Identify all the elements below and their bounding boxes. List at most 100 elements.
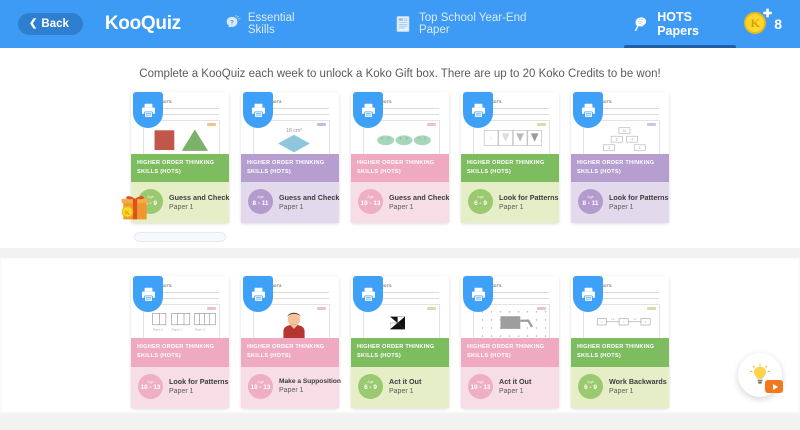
paper-card[interactable]: HOTS: [351, 92, 450, 224]
boy-illustration: [283, 313, 305, 339]
form-line: [163, 298, 219, 300]
age-badge-prefix: Age: [367, 195, 374, 200]
print-badge[interactable]: [463, 92, 493, 128]
card-banner: HIGHER ORDER THINKING SKILLS (HOTS): [461, 154, 559, 183]
card-titles: Guess and Check Paper 1: [169, 192, 230, 211]
svg-text:9: 9: [645, 321, 647, 325]
card-titles: Act it Out Paper 1: [389, 377, 421, 395]
dots-art: [481, 311, 547, 338]
paper-thumbnail: HOTS: [131, 276, 229, 339]
card-title: Guess and Check: [389, 192, 450, 202]
tab-label: HOTS Papers: [657, 10, 699, 38]
form-line: [273, 108, 329, 109]
print-badge[interactable]: [353, 92, 383, 128]
card-meta: Age 6 - 9 Work Backwards Paper 1: [571, 366, 669, 408]
age-badge: Age 10 - 13: [358, 189, 383, 215]
svg-text:+6: +6: [611, 317, 615, 321]
print-badge[interactable]: [573, 276, 603, 313]
koko-coin-icon: K ✚: [744, 9, 772, 36]
print-badge[interactable]: [353, 276, 383, 313]
age-badge-prefix: Age: [587, 195, 594, 200]
corner-tag: [537, 123, 546, 126]
svg-text:Figure 3: Figure 3: [195, 328, 206, 332]
card-title: Act it Out: [499, 377, 532, 387]
paper-card[interactable]: HOTS: [571, 276, 669, 408]
credits-count: 8: [774, 16, 782, 32]
pyramid-art: 10 6 4 3 1: [603, 127, 646, 152]
question-area: [143, 120, 220, 154]
papers-panel-row-1: Complete a KooQuiz each week to unlock a…: [0, 48, 800, 249]
lightbulb-icon: [750, 363, 770, 384]
paper-card[interactable]: HOTS 18 cm²: [241, 92, 339, 224]
koko-credits-badge[interactable]: K ✚ 8: [744, 9, 782, 36]
age-badge-prefix: Age: [477, 379, 484, 384]
play-icon[interactable]: [765, 380, 783, 393]
paper-card[interactable]: HOTS: [461, 92, 559, 224]
age-badge: Age 6 - 9: [578, 373, 603, 399]
paper-card[interactable]: HOTS: [351, 276, 449, 408]
card-titles: Look for Patterns Paper 1: [609, 193, 669, 211]
paper-card[interactable]: HOTS: [121, 92, 230, 224]
card-titles: Guess and Check Paper 1: [279, 193, 339, 211]
svg-text:4: 4: [400, 137, 402, 141]
print-badge[interactable]: [243, 276, 273, 313]
card-banner: HIGHER ORDER THINKING SKILLS (HOTS): [351, 338, 449, 367]
paper-card[interactable]: HOTS: [461, 276, 559, 408]
gift-box-icon[interactable]: K: [118, 191, 152, 221]
card-subtitle: Paper 1: [609, 388, 634, 396]
print-badge[interactable]: [243, 92, 273, 128]
card-banner: HIGHER ORDER THINKING SKILLS (HOTS): [131, 154, 229, 183]
print-badge[interactable]: [133, 92, 163, 128]
print-badge[interactable]: [463, 276, 493, 313]
card-title: Look for Patterns: [499, 192, 559, 202]
age-badge-prefix: Age: [587, 379, 594, 384]
back-button[interactable]: ❮ Back: [18, 13, 83, 35]
app-header: ❮ Back KooQuiz ? Essential Skills: [0, 0, 800, 48]
svg-text:K: K: [125, 210, 131, 217]
sheet-label: HOTS: [601, 100, 612, 104]
help-video-fab[interactable]: [738, 353, 783, 397]
svg-text:Figure 1: Figure 1: [153, 328, 164, 332]
card-subtitle: Paper 1: [279, 387, 304, 395]
card-subtitle: Paper 1: [609, 203, 634, 211]
form-line: [603, 108, 659, 109]
svg-text:×2: ×2: [633, 317, 637, 321]
svg-text:4: 4: [631, 138, 633, 142]
brain-icon: [634, 17, 647, 31]
sheet-label: HOTS: [491, 100, 502, 104]
form-line: [493, 108, 549, 109]
printer-icon: [141, 287, 155, 302]
card-meta: Age 10 - 13 Look for Patterns Paper 1: [131, 366, 229, 408]
age-badge-value: 10 - 13: [470, 384, 491, 392]
form-line: [383, 298, 439, 300]
paper-sheet: HOTS: [465, 95, 555, 154]
tab-top-school-year-end-paper[interactable]: Top School Year-End Paper: [378, 0, 562, 48]
svg-text:Figure 2: Figure 2: [172, 328, 183, 332]
age-badge-value: 10 - 13: [140, 384, 161, 392]
print-badge[interactable]: [133, 276, 163, 313]
tab-hots-papers[interactable]: HOTS Papers: [616, 0, 744, 48]
print-badge[interactable]: [573, 92, 603, 128]
card-subtitle: Paper 1: [499, 203, 524, 211]
age-badge-prefix: Age: [477, 195, 484, 200]
card-meta: Age 10 - 13 Act it Out Paper 1: [461, 366, 559, 408]
card-banner: HIGHER ORDER THINKING SKILLS (HOTS): [461, 338, 559, 367]
form-line: [163, 292, 219, 294]
document-list-icon: [396, 16, 410, 32]
corner-tag: [427, 123, 436, 126]
question-area: [473, 304, 550, 339]
sheet-label: HOTS: [491, 284, 502, 289]
card-title: Guess and Check: [169, 192, 230, 202]
paper-card[interactable]: HOTS: [241, 276, 341, 408]
tab-label: Essential Skills: [247, 12, 295, 36]
progress-bar[interactable]: [134, 232, 226, 243]
paper-card[interactable]: HOTS: [131, 276, 229, 408]
paper-thumbnail: HOTS: [461, 92, 559, 154]
age-badge-value: 8 - 11: [582, 199, 599, 207]
pinwheel-art: [390, 316, 406, 330]
plus-icon: ✚: [762, 8, 773, 20]
paper-sheet: HOTS: [355, 95, 445, 154]
paper-card[interactable]: HOTS: [571, 92, 669, 224]
card-titles: Make a Supposition Paper 1: [279, 378, 341, 395]
tab-essential-skills[interactable]: ? Essential Skills: [207, 0, 332, 48]
